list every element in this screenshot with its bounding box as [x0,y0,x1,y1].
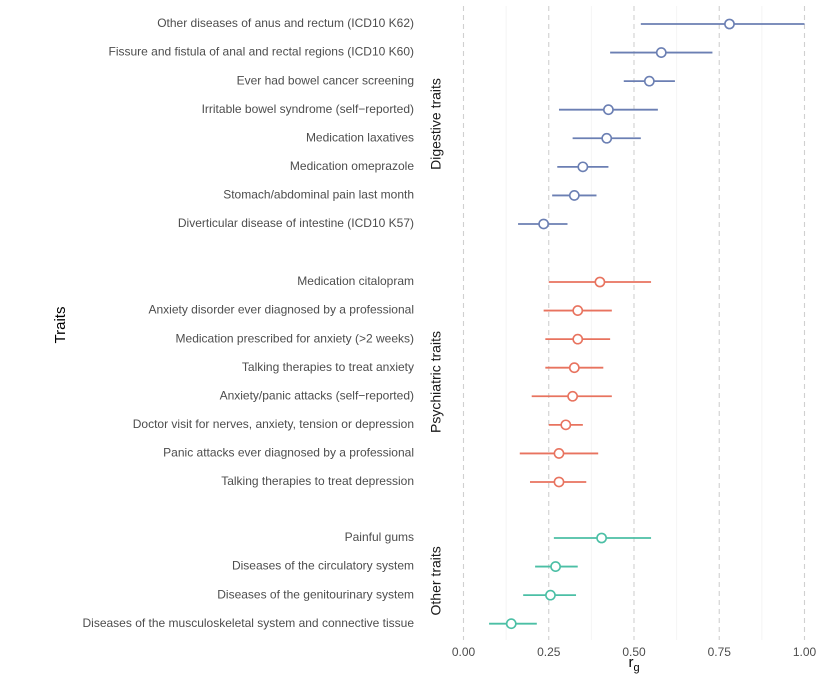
data-row: Irritable bowel syndrome (self−reported) [202,102,658,116]
point-estimate [568,190,580,201]
x-tick-label: 0.75 [708,645,732,659]
gridlines [462,6,806,640]
data-row: Anxiety disorder ever diagnosed by a pro… [149,303,612,317]
data-row: Diseases of the musculoskeletal system a… [83,616,537,630]
y-tick-label: Other diseases of anus and rectum (ICD10… [157,16,414,30]
y-tick-label: Diverticular disease of intestine (ICD10… [178,216,414,230]
y-tick-label: Ever had bowel cancer screening [237,73,414,87]
y-tick-label: Stomach/abdominal pain last month [223,188,414,202]
y-tick-label: Irritable bowel syndrome (self−reported) [202,102,414,116]
data-row: Other diseases of anus and rectum (ICD10… [157,16,805,30]
x-axis: 0.00 0.25 0.50 0.75 1.00 [452,645,817,659]
x-axis-title: rg [628,654,639,674]
y-tick-label: Painful gums [345,530,414,544]
y-tick-label: Diseases of the genitourinary system [217,587,414,601]
point-estimate [596,532,608,544]
point-estimate [568,362,580,374]
data-row: Talking therapies to treat anxiety [242,360,604,374]
plot-rows: Other diseases of anus and rectum (ICD10… [83,16,805,630]
data-row: Doctor visit for nerves, anxiety, tensio… [133,417,583,431]
y-axis-title: Traits [52,307,69,344]
data-row: Ever had bowel cancer screening [237,73,675,87]
data-row: Stomach/abdominal pain last month [223,188,597,202]
y-tick-label: Doctor visit for nerves, anxiety, tensio… [133,417,414,431]
point-estimate [601,132,613,144]
x-tick-label: 1.00 [793,645,817,659]
point-estimate [643,75,655,87]
data-row: Fissure and fistula of anal and rectal r… [109,45,713,59]
data-row: Anxiety/panic attacks (self−reported) [220,388,612,402]
point-estimate [538,218,550,230]
facet-label: Psychiatric traits [428,331,444,433]
point-estimate [724,18,735,30]
y-tick-label: Anxiety disorder ever diagnosed by a pro… [149,303,415,317]
group-digestive-traits: Other diseases of anus and rectum (ICD10… [109,16,805,230]
group-psychiatric-traits: Medication citalopram Anxiety disorder ev… [133,274,652,488]
y-tick-label: Anxiety/panic attacks (self−reported) [220,388,414,402]
x-axis-title-sub: g [633,662,639,674]
y-tick-label: Talking therapies to treat anxiety [242,360,414,374]
data-row: Medication omeprazole [290,159,609,173]
y-tick-label: Medication citalopram [297,274,414,288]
y-tick-label: Medication omeprazole [290,159,414,173]
data-row: Medication citalopram [297,274,652,288]
x-tick-label: 0.50 [622,645,646,659]
point-estimate [553,476,565,488]
point-estimate [553,448,565,459]
x-tick-label: 0.25 [537,645,561,659]
data-row: Talking therapies to treat depression [221,474,587,488]
group-other-traits: Painful gums Diseases of the circulatory … [83,530,652,630]
data-row: Medication prescribed for anxiety (>2 we… [176,331,611,345]
y-tick-label: Talking therapies to treat depression [221,474,414,488]
y-tick-label: Panic attacks ever diagnosed by a profes… [163,446,414,460]
data-row: Diseases of the genitourinary system [217,587,577,601]
y-tick-label: Medication prescribed for anxiety (>2 we… [176,331,414,345]
data-row: Panic attacks ever diagnosed by a profes… [163,446,599,460]
point-estimate [505,618,517,630]
y-tick-label: Diseases of the musculoskeletal system a… [83,616,415,630]
facet-label: Other traits [428,546,444,615]
x-tick-label: 0.00 [452,645,476,659]
point-estimate [550,561,561,572]
point-estimate [655,47,667,58]
data-row: Medication laxatives [306,130,641,144]
data-row: Diseases of the circulatory system [232,559,578,573]
data-row: Diverticular disease of intestine (ICD10… [178,216,568,230]
point-estimate [572,305,584,316]
point-estimate [577,161,589,173]
y-tick-label: Diseases of the circulatory system [232,559,414,573]
facet-label: Digestive traits [428,78,444,170]
point-estimate [545,589,556,601]
point-estimate [603,104,614,116]
point-estimate [567,390,579,402]
y-tick-label: Medication laxatives [306,130,414,144]
point-estimate [594,276,606,288]
data-row: Painful gums [345,530,652,544]
x-axis-title-main: r [628,654,633,671]
y-tick-label: Fissure and fistula of anal and rectal r… [109,45,415,59]
facet-labels: Digestive traits Psychiatric traits Other … [428,78,444,615]
point-estimate [572,333,584,345]
point-estimate [560,419,572,431]
